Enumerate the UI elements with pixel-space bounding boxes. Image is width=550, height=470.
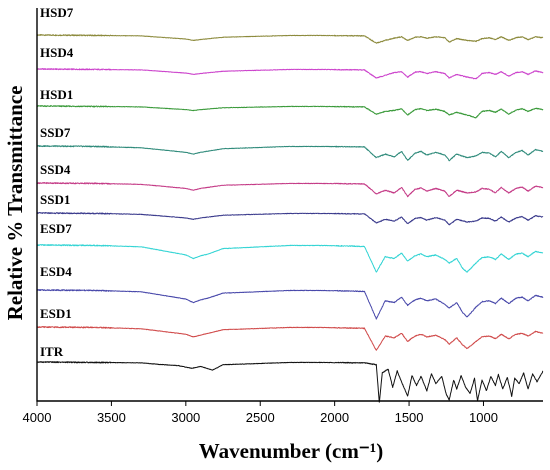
series-label-hsd7: HSD7 bbox=[40, 5, 74, 20]
x-tick-label: 4000 bbox=[23, 410, 52, 425]
plot-axes-group: 4000 3500 3000 2500 2000 1500 1000 bbox=[23, 8, 543, 425]
x-tick-label: 2500 bbox=[246, 410, 275, 425]
series-label-itr: ITR bbox=[40, 344, 64, 359]
axis-frame bbox=[36, 8, 543, 402]
series-label-hsd1: HSD1 bbox=[40, 87, 73, 102]
series-line-hsd7 bbox=[36, 34, 544, 44]
series-label-esd4: ESD4 bbox=[40, 264, 72, 279]
x-axis-title: Wavenumber (cm⁻¹) bbox=[199, 439, 383, 463]
x-tick-label: 1500 bbox=[395, 410, 424, 425]
series-line-itr bbox=[36, 361, 544, 403]
series-label-ssd4: SSD4 bbox=[40, 162, 71, 177]
x-tick-label: 1000 bbox=[469, 410, 498, 425]
series-label-hsd4: HSD4 bbox=[40, 45, 74, 60]
series-line-ssd1 bbox=[36, 212, 544, 226]
series-label-ssd7: SSD7 bbox=[40, 125, 71, 140]
series-line-hsd1 bbox=[36, 105, 544, 119]
series-label-ssd1: SSD1 bbox=[40, 192, 70, 207]
series-line-esd7 bbox=[36, 244, 544, 273]
series-label-esd7: ESD7 bbox=[40, 221, 72, 236]
y-axis-title: Relative % Transmittance bbox=[3, 86, 27, 321]
x-tick-label: 3000 bbox=[171, 410, 200, 425]
series-line-esd1 bbox=[36, 326, 544, 351]
series-label-esd1: ESD1 bbox=[40, 306, 72, 321]
series-line-ssd4 bbox=[36, 182, 544, 198]
series-line-ssd7 bbox=[36, 145, 544, 162]
x-tick-label: 3500 bbox=[97, 410, 126, 425]
x-tick-label: 2000 bbox=[320, 410, 349, 425]
series-line-hsd4 bbox=[36, 68, 544, 80]
series-line-esd4 bbox=[36, 289, 544, 320]
plot-series-group: HSD7 HSD4 HSD1 SSD7 SSD4 SSD1 ESD7 ESD4 ESD1 ITR bbox=[36, 5, 544, 403]
